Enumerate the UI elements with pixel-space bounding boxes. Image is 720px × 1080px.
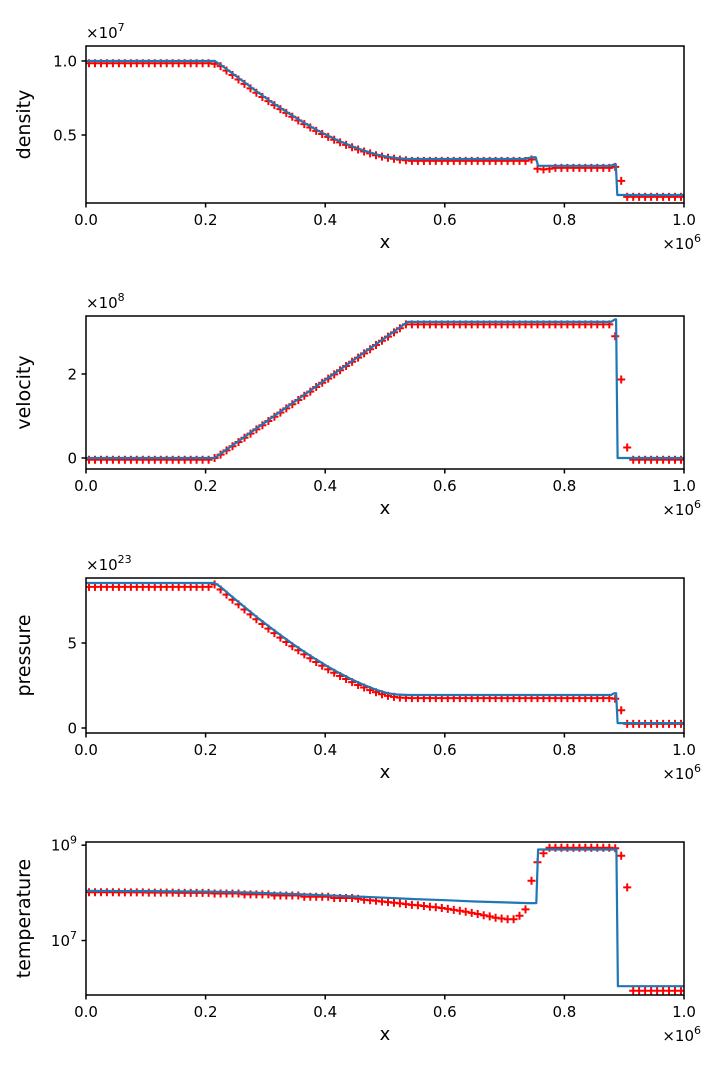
line-series-density (86, 59, 684, 197)
y-tick-label: 0 (67, 449, 77, 467)
x-tick-label: 0.4 (313, 211, 337, 229)
y-offset-label: ×107 (86, 21, 125, 42)
line-series-pressure (86, 581, 684, 725)
x-tick-label: 0.0 (74, 741, 98, 759)
x-tick-label: 1.0 (672, 477, 696, 495)
x-axis-label: x (380, 232, 391, 253)
plot-frame (85, 315, 685, 470)
y-tick-label: 2 (67, 365, 77, 383)
marker-series-velocity (86, 320, 684, 464)
x-tick-label: 0.4 (313, 1003, 337, 1021)
marker-series-pressure (86, 580, 684, 728)
x-tick-label: 0.2 (194, 741, 218, 759)
y-tick-label: 109 (51, 834, 77, 855)
x-tick-label: 1.0 (672, 211, 696, 229)
line-series-velocity (86, 318, 684, 460)
x-tick-label: 0.6 (433, 211, 457, 229)
y-offset-label: ×1023 (86, 553, 132, 574)
x-tick-label: 1.0 (672, 1003, 696, 1021)
marker-series-density (86, 59, 684, 201)
x-axis-label: x (380, 762, 391, 783)
y-tick-label: 1.0 (53, 52, 77, 70)
x-tick-label: 0.2 (194, 477, 218, 495)
x-tick-label: 0.6 (433, 741, 457, 759)
plot-density: 1.0 0.5 ×107 density 0.0 0.2 0.4 0.6 0.8 1.0 x ×106 (13, 21, 701, 253)
y-tick-label: 0.5 (53, 127, 77, 145)
x-offset-label: ×106 (662, 232, 701, 253)
line-series-temperature (86, 848, 684, 988)
y-offset-label: ×108 (86, 291, 125, 312)
y-tick-label: 107 (51, 929, 77, 950)
x-tick-label: 0.8 (552, 741, 576, 759)
x-tick-label: 0.6 (433, 477, 457, 495)
plot-frame (85, 45, 685, 204)
x-tick-label: 1.0 (672, 741, 696, 759)
x-axis-label: x (380, 1024, 391, 1045)
x-tick-label: 0.6 (433, 1003, 457, 1021)
x-offset-label: ×106 (662, 1024, 701, 1045)
plot-frame (85, 577, 685, 734)
x-tick-label: 0.4 (313, 741, 337, 759)
y-tick-label: 5 (67, 635, 77, 653)
x-axis-label: x (380, 498, 391, 519)
plot-frame (85, 841, 685, 996)
y-axis-label: temperature (13, 859, 35, 978)
x-offset-label: ×106 (662, 498, 701, 519)
plot-temperature: 109 107 temperature 0.0 0.2 0.4 0.6 0.8 1.0 x ×106 (13, 834, 701, 1045)
plot-pressure: 5 0 ×1023 pressure 0.0 0.2 0.4 0.6 0.8 1.0 x ×106 (13, 553, 701, 783)
x-tick-label: 0.0 (74, 1003, 98, 1021)
plot-velocity: 2 0 ×108 velocity 0.0 0.2 0.4 0.6 0.8 1.0 x ×106 (13, 291, 701, 519)
y-axis-label: velocity (13, 355, 35, 429)
x-tick-label: 0.8 (552, 477, 576, 495)
x-tick-label: 0.2 (194, 1003, 218, 1021)
y-axis-label: density (13, 90, 35, 160)
x-tick-label: 0.0 (74, 477, 98, 495)
x-tick-label: 0.8 (552, 211, 576, 229)
marker-series-temperature (86, 843, 684, 995)
x-tick-label: 0.2 (194, 211, 218, 229)
y-tick-label: 0 (67, 720, 77, 738)
y-axis-label: pressure (13, 614, 35, 696)
x-tick-label: 0.0 (74, 211, 98, 229)
x-offset-label: ×106 (662, 762, 701, 783)
x-tick-label: 0.4 (313, 477, 337, 495)
x-tick-label: 0.8 (552, 1003, 576, 1021)
